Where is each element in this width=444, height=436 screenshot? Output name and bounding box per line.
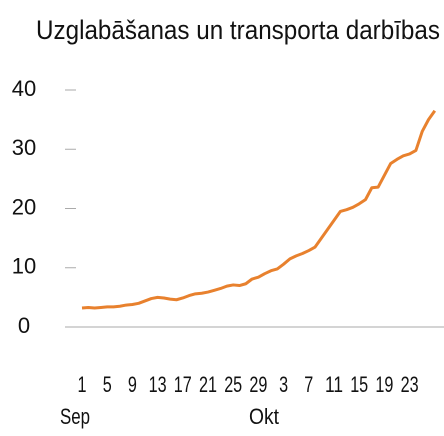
x-tick-label: 13 — [149, 372, 167, 397]
month-label: Sep — [60, 404, 90, 429]
x-tick-label: 17 — [174, 372, 192, 397]
month-label: Okt — [249, 404, 279, 429]
x-tick-label: 21 — [199, 372, 217, 397]
y-tick-label: 10 — [12, 254, 36, 279]
x-tick-label: 29 — [249, 372, 267, 397]
x-tick-label: 3 — [279, 372, 288, 397]
line — [81, 109, 437, 310]
y-tick-label: 20 — [12, 194, 36, 219]
x-tick-label: 25 — [224, 372, 242, 397]
x-tick-label: 23 — [401, 372, 419, 397]
y-tick-label: 40 — [12, 76, 36, 101]
chart-title: Uzglabāšanas un transporta darbības — [36, 15, 440, 45]
y-tick-label: 0 — [18, 313, 30, 338]
x-tick-label: 19 — [375, 372, 393, 397]
x-tick-label: 15 — [350, 372, 368, 397]
x-tick-label: 5 — [103, 372, 112, 397]
x-tick-label: 11 — [325, 372, 343, 397]
x-tick-label: 7 — [304, 372, 313, 397]
x-tick-label: 9 — [128, 372, 137, 397]
y-tick-label: 30 — [12, 135, 36, 160]
x-tick-label: 1 — [78, 372, 87, 397]
